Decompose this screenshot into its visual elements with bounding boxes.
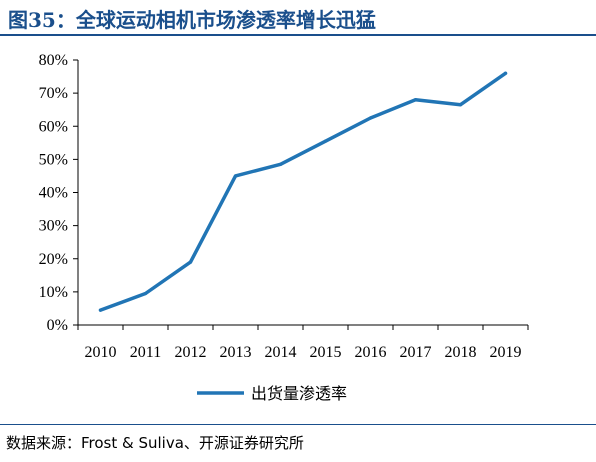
- data-point: [233, 174, 238, 178]
- source-note: 数据来源：Frost & Suliva、开源证券研究所: [6, 434, 304, 452]
- y-tick-label: 80%: [39, 52, 68, 69]
- data-point: [98, 308, 103, 312]
- x-axis-labels: 2010 2011 2012 2013 2014 2015 2016 2017 2018 2019: [85, 344, 522, 361]
- legend-label: 出货量渗透率: [251, 384, 347, 403]
- x-tick-label: 2014: [265, 344, 297, 361]
- data-point: [323, 139, 328, 143]
- y-tick-label: 10%: [39, 284, 68, 301]
- chart-legend: 出货量渗透率: [197, 384, 347, 403]
- x-tick-label: 2012: [175, 344, 207, 361]
- chart-title: 图35：全球运动相机市场渗透率增长迅猛: [8, 8, 376, 32]
- data-point: [368, 116, 373, 120]
- x-tick-label: 2013: [220, 344, 252, 361]
- source-divider: [0, 424, 596, 425]
- data-point: [458, 103, 463, 107]
- y-tick-label: 30%: [39, 218, 68, 235]
- series-line: [98, 71, 508, 312]
- y-tick-label: 20%: [39, 251, 68, 268]
- chart-axes: [73, 59, 529, 330]
- y-tick-label: 60%: [39, 118, 68, 135]
- x-tick-label: 2019: [490, 344, 522, 361]
- x-tick-label: 2017: [400, 344, 432, 361]
- y-axis-labels: 0% 10% 20% 30% 40% 50% 60% 70% 80%: [39, 52, 68, 334]
- data-point: [503, 71, 508, 75]
- x-tick-label: 2016: [355, 344, 387, 361]
- y-tick-label: 0%: [47, 317, 68, 334]
- chart-series: [98, 71, 508, 312]
- data-point: [413, 98, 418, 102]
- x-tick-label: 2015: [310, 344, 342, 361]
- x-tick-label: 2010: [85, 344, 117, 361]
- data-point: [278, 162, 283, 166]
- y-tick-label: 40%: [39, 185, 68, 202]
- line-chart: 0%10%20%30%40%50%60%70%80% 2010 2011 2012 2…: [39, 52, 529, 403]
- data-point: [188, 260, 193, 264]
- x-tick-label: 2018: [445, 344, 477, 361]
- title-divider: [0, 34, 596, 36]
- data-point: [143, 291, 148, 296]
- y-tick-label: 70%: [39, 85, 68, 102]
- x-tick-label: 2011: [130, 344, 161, 361]
- y-tick-label: 50%: [39, 151, 68, 168]
